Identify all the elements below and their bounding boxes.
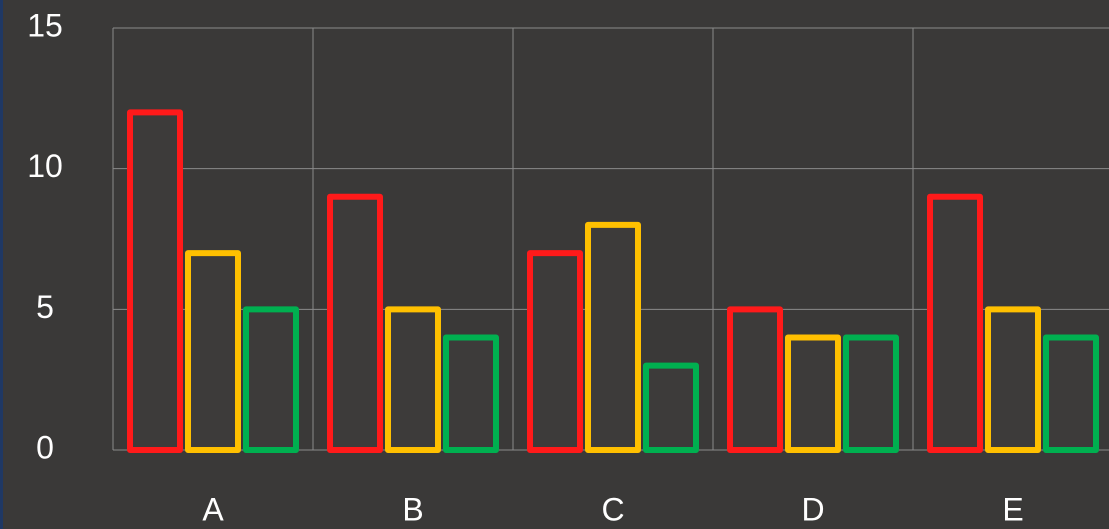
bar [927, 193, 983, 453]
bar [443, 334, 499, 454]
x-tick-label: C [601, 491, 624, 527]
bar [527, 250, 583, 453]
bar [985, 306, 1041, 454]
x-tick-label: B [402, 491, 423, 527]
bar [585, 221, 641, 453]
y-tick-label: 5 [36, 289, 54, 325]
bar [843, 334, 899, 454]
x-tick-label: E [1002, 491, 1023, 527]
bar [1043, 334, 1099, 454]
bar [727, 306, 783, 454]
bar [127, 109, 183, 454]
y-tick-label: 15 [27, 7, 63, 43]
y-tick-label: 10 [27, 148, 63, 184]
bar [785, 334, 841, 454]
bar [327, 193, 383, 453]
x-tick-label: D [801, 491, 824, 527]
bar [385, 306, 441, 454]
bar [643, 362, 699, 454]
bar [243, 306, 299, 454]
bar [185, 250, 241, 453]
left-edge [0, 0, 3, 529]
x-tick-label: A [202, 491, 224, 527]
y-tick-label: 0 [36, 429, 54, 465]
